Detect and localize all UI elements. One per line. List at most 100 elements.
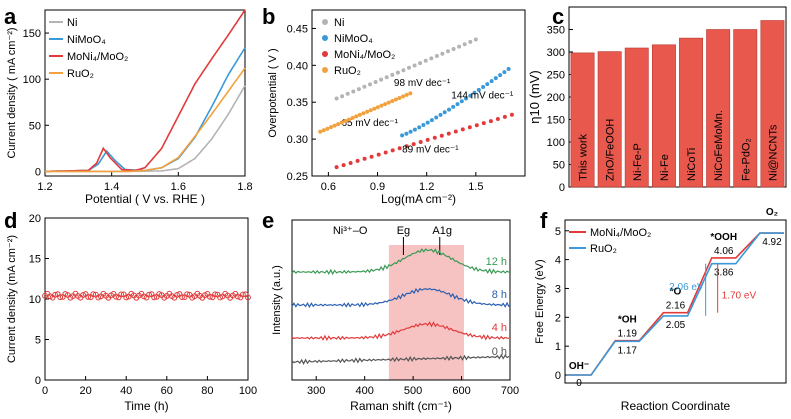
b-data-point [408, 91, 413, 96]
b-y-tick-label: 0.35 [287, 97, 308, 109]
e-series-label: 8 h [492, 289, 507, 301]
panel-letter-b: b [262, 4, 275, 29]
b-data-point [502, 114, 507, 119]
d-data-point [52, 291, 58, 298]
d-data-point [234, 293, 241, 300]
panel-b-tafel-chart: 0.6 0.9 1.2 1.5 0.25 0.30 0.35 0.40 0.45 Log(mA c… [267, 9, 526, 206]
b-data-point [362, 156, 367, 161]
b-data-point [485, 82, 490, 87]
d-x-tick-label: 100 [239, 385, 257, 397]
e-x-tick-label: 700 [501, 385, 519, 397]
b-data-point [472, 90, 477, 95]
d-x-tick-label: 60 [161, 385, 173, 397]
e-annotation: Eg [397, 225, 410, 237]
f-legend-entry: RuO₂ [590, 243, 617, 255]
b-data-point [404, 92, 409, 97]
c-bar-label: NiCoFeMoMn. [713, 110, 725, 181]
f-energy-value: 2.05 [666, 320, 686, 331]
d-x-tick-label: 40 [120, 385, 132, 397]
b-plot-frame [311, 9, 526, 177]
e-x-tick-label: 500 [404, 385, 422, 397]
e-series-label: 12 h [486, 256, 507, 268]
b-data-point [473, 37, 478, 42]
a-y-tick-label: 50 [29, 120, 41, 132]
b-data-point [493, 76, 498, 81]
f-energy-value: 0 [576, 378, 582, 389]
c-bar [570, 52, 595, 188]
b-data-point [368, 108, 373, 113]
b-data-point [332, 123, 337, 128]
c-bar [597, 51, 622, 188]
b-data-point [451, 47, 456, 51]
b-y-axis-label: Overpotential ( V ) [267, 48, 279, 137]
d-data-point [57, 294, 64, 301]
f-barrier-label: 2.06 eV [669, 282, 704, 293]
a-plot-frame [44, 9, 246, 177]
d-data-point [146, 291, 152, 298]
d-x-axis-label: Time (h) [124, 399, 168, 413]
b-data-point [434, 54, 439, 58]
b-data-point [459, 99, 464, 104]
f-y-tick-label: 3 [555, 283, 561, 295]
f-legend-entry: MoNi₄/MoO₂ [590, 227, 651, 239]
e-series-label: 4 h [492, 322, 507, 334]
b-data-point [356, 87, 361, 92]
e-x-tick-label: 300 [307, 385, 325, 397]
b-data-point [495, 117, 500, 121]
b-data-point [379, 103, 384, 108]
b-legend-entry: Ni [334, 17, 344, 29]
a-legend-entry: NiMoO₄ [67, 34, 106, 46]
b-data-point [341, 163, 346, 168]
f-step-label: *O [670, 287, 682, 298]
d-x-tick-label: 20 [79, 385, 91, 397]
b-data-point [457, 44, 462, 49]
b-data-point [321, 128, 326, 133]
b-data-point [343, 119, 348, 123]
b-data-point [425, 120, 430, 125]
f-energy-value: 4.06 [714, 246, 734, 257]
b-x-tick-label: 0.9 [370, 181, 385, 193]
b-legend-marker [322, 19, 328, 25]
c-y-axis-label: η10 (mV) [527, 70, 542, 123]
c-y-tick-label: 50 [553, 160, 565, 172]
d-data-point [85, 294, 91, 300]
b-data-point [407, 65, 411, 70]
e-spectrum-line [291, 248, 510, 276]
f-barrier-label: 1.70 eV [722, 291, 757, 302]
b-data-point [489, 79, 494, 84]
c-bar-label: Ni-Fe [659, 154, 671, 181]
a-y-tick-label: 0 [35, 166, 41, 178]
b-y-tick-label: 0.40 [287, 60, 308, 72]
e-plot-frame [291, 219, 511, 381]
panel-letter-e: e [262, 208, 274, 233]
d-data-point [212, 291, 218, 298]
a-x-tick-label: 1.4 [104, 181, 119, 193]
panel-a-lsv-chart: 1.2 1.4 1.6 1.8 0 50 100 150 Potential ( V vs. R… [6, 9, 253, 206]
f-x-axis-label: Reaction Coordinate [621, 399, 731, 413]
c-bar-label: Ni@NCNTs [767, 124, 779, 181]
f-step-label: OH⁻ [569, 361, 589, 372]
e-spectrum-line [291, 321, 510, 342]
d-data-point [207, 293, 213, 300]
b-legend-marker [322, 35, 328, 41]
b-data-point [397, 96, 402, 100]
f-energy-value: 3.86 [714, 268, 734, 279]
b-data-point [400, 133, 405, 138]
f-step-label: *OH [618, 315, 637, 326]
d-data-point [113, 293, 119, 300]
d-plot-frame [44, 217, 249, 381]
a-legend-entry: RuO₂ [67, 68, 94, 80]
c-bar [760, 20, 785, 188]
b-legend-entry: NiMoO₄ [334, 33, 373, 45]
a-y-tick-label: 150 [23, 28, 41, 40]
c-y-tick-label: 100 [547, 137, 565, 149]
c-y-tick-label: 350 [547, 25, 565, 37]
b-data-point [408, 129, 413, 134]
d-data-point [90, 291, 97, 298]
a-legend-entry: MoNi₄/MoO₂ [67, 51, 128, 63]
f-plot-frame [564, 219, 787, 384]
b-data-point [502, 70, 507, 75]
c-bar-label: Ni-Fe-P [632, 143, 644, 181]
f-energy-value: 1.19 [618, 329, 638, 340]
